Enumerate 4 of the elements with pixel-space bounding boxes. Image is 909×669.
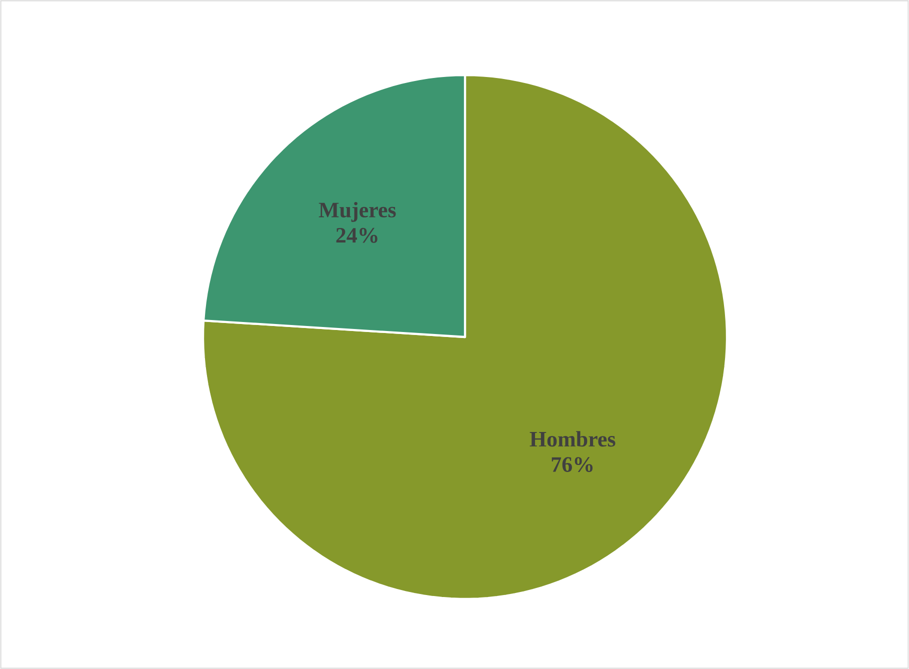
data-label: 24%: [336, 228, 378, 243]
slice-label: Hombres: [530, 431, 616, 447]
data-label: 76%: [552, 457, 593, 472]
slice-label: Mujeres: [318, 202, 396, 222]
